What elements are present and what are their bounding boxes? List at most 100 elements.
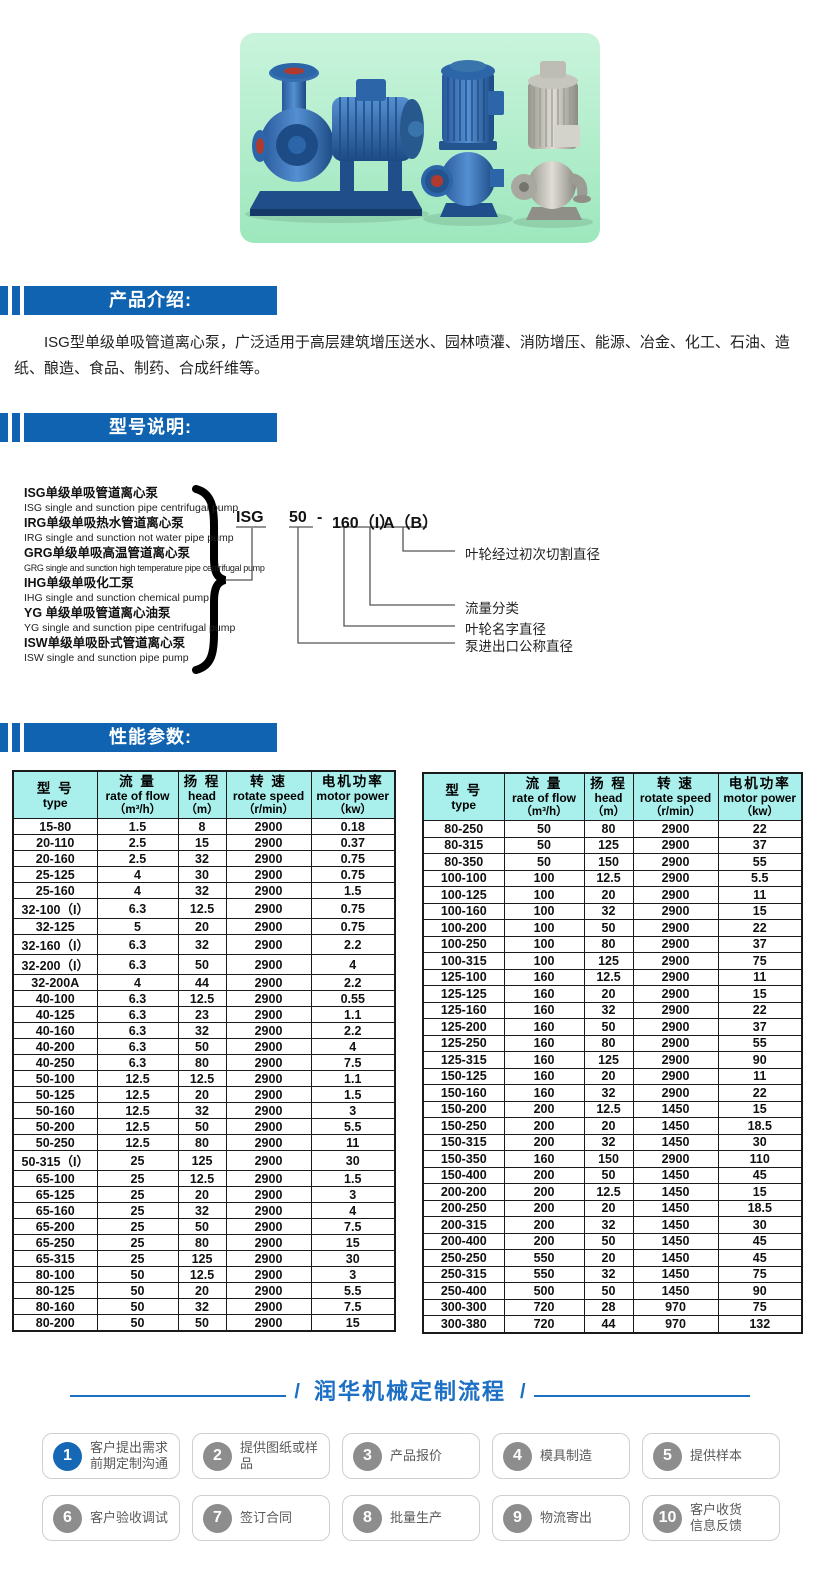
table-cell: 12.5 xyxy=(96,1118,179,1135)
table-cell: 80 xyxy=(583,1034,634,1052)
table-cell: 2900 xyxy=(632,952,719,970)
table-cell: 1450 xyxy=(632,1265,719,1283)
table-cell: 2900 xyxy=(632,935,719,953)
model-code-size: 50 xyxy=(289,509,307,526)
table-row: 125-100 160 12.5 2900 11 xyxy=(422,968,803,986)
table-cell: 50 xyxy=(177,1218,227,1235)
table-cell: 6.3 xyxy=(96,1038,179,1055)
table-cell: 45 xyxy=(717,1232,803,1250)
table-cell: 65-125 xyxy=(12,1186,98,1203)
table-cell: 2900 xyxy=(225,1102,312,1119)
step-box-5: 5 提供样本 xyxy=(642,1433,780,1479)
table-cell: 4 xyxy=(96,866,179,883)
step-number: 5 xyxy=(653,1441,682,1471)
step-label: 提供图纸或样品 xyxy=(240,1440,319,1471)
table-cell: 30 xyxy=(717,1216,803,1234)
table-cell: 3 xyxy=(310,1186,396,1203)
table-row: 200-200 200 12.5 1450 15 xyxy=(422,1183,803,1201)
table-cell: 11 xyxy=(310,1134,396,1151)
table-cell: 132 xyxy=(717,1315,803,1333)
table-cell: 50 xyxy=(177,1314,227,1332)
table-cell: 3 xyxy=(310,1102,396,1119)
table-cell: 80-315 xyxy=(422,836,505,854)
table-cell: 100-160 xyxy=(422,902,505,920)
pump-type-line: IRG单级单吸热水管道离心泵 xyxy=(24,516,184,530)
performance-table-right: 型 号 type 流 量 rate of flow （m³/h） 扬 程 hea… xyxy=(422,772,803,1334)
table-cell: 50 xyxy=(583,1232,634,1250)
table-cell: 32-100（I） xyxy=(12,898,98,919)
table-cell: 32 xyxy=(583,1265,634,1283)
table-cell: 125-125 xyxy=(422,985,505,1003)
table-cell: 32 xyxy=(583,1001,634,1019)
table-cell: 15 xyxy=(310,1234,396,1251)
table-row: 100-200 100 50 2900 22 xyxy=(422,919,803,937)
table-cell: 200 xyxy=(503,1133,585,1151)
table-cell: 160 xyxy=(503,985,585,1003)
model-diagram: ISG单级单吸管道离心泵 ISG single and sunction pip… xyxy=(0,480,820,680)
table-cell: 720 xyxy=(503,1315,585,1333)
table-cell: 150-400 xyxy=(422,1166,505,1184)
step-label: 客户验收调试 xyxy=(90,1510,169,1525)
table-cell: 20 xyxy=(177,1282,227,1299)
table-cell: 100 xyxy=(503,902,585,920)
table-cell: 4 xyxy=(310,954,396,975)
decor-line-right xyxy=(534,1395,750,1397)
table-cell: 100-200 xyxy=(422,919,505,937)
table-cell: 150-200 xyxy=(422,1100,505,1118)
table-cell: 970 xyxy=(632,1298,719,1316)
step-label: 客户收货 信息反馈 xyxy=(690,1502,743,1533)
table-row: 250-250 550 20 1450 45 xyxy=(422,1249,803,1267)
pump-type-line: YG single and sunction pipe centrifugal … xyxy=(24,622,236,634)
table-cell: 55 xyxy=(717,1034,803,1052)
table-cell: 125-250 xyxy=(422,1034,505,1052)
step-number: 8 xyxy=(353,1503,382,1533)
table-cell: 2900 xyxy=(632,853,719,871)
decor-stripe xyxy=(12,723,20,752)
table-cell: 2900 xyxy=(632,1001,719,1019)
table-cell: 2900 xyxy=(225,898,312,919)
table-cell: 25-160 xyxy=(12,882,98,899)
step-box-1: 1 客户提出需求 前期定制沟通 xyxy=(42,1433,180,1479)
table-row: 80-200 50 50 2900 15 xyxy=(12,1314,396,1332)
table-cell: 80-160 xyxy=(12,1298,98,1315)
table-cell: 125-160 xyxy=(422,1001,505,1019)
table-row: 65-315 25 125 2900 30 xyxy=(12,1250,396,1267)
table-cell: 20 xyxy=(177,1186,227,1203)
table-cell: 2900 xyxy=(225,1266,312,1283)
table-cell: 160 xyxy=(503,1084,585,1102)
table-cell: 200-250 xyxy=(422,1199,505,1217)
model-annotation: 叶轮名字直径 xyxy=(465,622,546,637)
table-cell: 30 xyxy=(177,866,227,883)
pump-type-line: IRG single and sunction not water pipe p… xyxy=(24,532,234,544)
table-cell: 65-200 xyxy=(12,1218,98,1235)
table-cell: 50 xyxy=(583,919,634,937)
table-cell: 7.5 xyxy=(310,1218,396,1235)
pump-type-line: GRG single and sunction high temperature… xyxy=(24,563,265,573)
table-cell: 1450 xyxy=(632,1199,719,1217)
table-cell: 32 xyxy=(583,1133,634,1151)
model-code-cut: A（B） xyxy=(383,515,439,532)
table-row: 150-350 160 150 2900 110 xyxy=(422,1150,803,1168)
decor-stripe xyxy=(12,286,20,315)
table-cell: 0.75 xyxy=(310,918,396,935)
table-cell: 550 xyxy=(503,1249,585,1267)
table-cell: 50-100 xyxy=(12,1070,98,1087)
table-cell: 2900 xyxy=(225,866,312,883)
table-cell: 200-200 xyxy=(422,1183,505,1201)
table-row: 50-250 12.5 80 2900 11 xyxy=(12,1134,396,1151)
table-cell: 150-350 xyxy=(422,1150,505,1168)
table-cell: 150 xyxy=(583,853,634,871)
table-cell: 0.75 xyxy=(310,866,396,883)
table-cell: 2900 xyxy=(632,886,719,904)
table-cell: 1.5 xyxy=(310,1086,396,1103)
table-cell: 2900 xyxy=(632,869,719,887)
table-cell: 150-250 xyxy=(422,1117,505,1135)
table-cell: 12.5 xyxy=(583,869,634,887)
table-cell: 12.5 xyxy=(96,1102,179,1119)
table-cell: 20 xyxy=(583,985,634,1003)
table-row: 80-125 50 20 2900 5.5 xyxy=(12,1282,396,1299)
table-cell: 200 xyxy=(503,1117,585,1135)
table-cell: 32-200（I） xyxy=(12,954,98,975)
table-cell: 80-100 xyxy=(12,1266,98,1283)
table-row: 50-100 12.5 12.5 2900 1.1 xyxy=(12,1070,396,1087)
